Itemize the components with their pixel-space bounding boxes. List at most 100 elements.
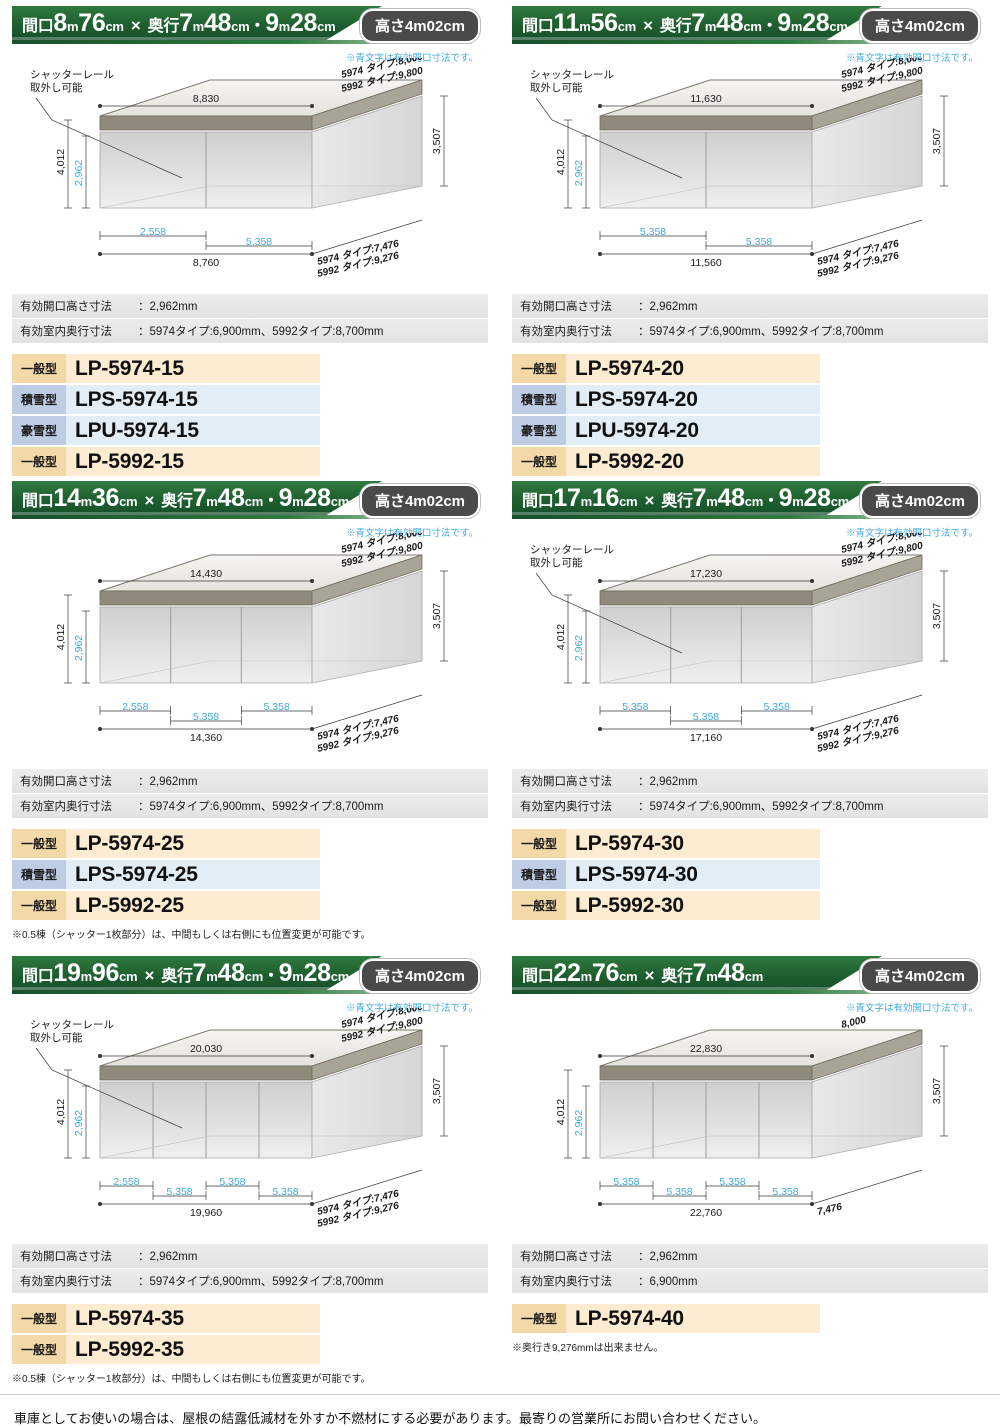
spec-table: 有効開口高さ寸法 ：2,962mm 有効室内奥行寸法 ：5974タイプ:6,900m… (12, 294, 488, 344)
model-row[interactable]: 一般型 LP-5974-35 (12, 1304, 320, 1333)
spec-label-opening-height: 有効開口高さ寸法 (20, 776, 112, 788)
garage-isometric-drawing: シャッターレール 取外し可能 20,030 5974 タイプ:8,000 599… (30, 1008, 448, 1230)
svg-text:7,476: 7,476 (816, 1201, 843, 1217)
panel-banner: 間口8m76cm × 奥行7m48cm・9m28cm (12, 6, 382, 40)
svg-text:2,962: 2,962 (573, 635, 585, 661)
model-row[interactable]: 豪雪型 LPU-5974-20 (512, 416, 820, 445)
model-type-tag: 一般型 (512, 1304, 566, 1333)
drawing-area: シャッターレール 取外し可能 17,230 5974 タイプ:8,000 599… (512, 533, 988, 765)
product-panel-lp-5974-30: 間口17m16cm × 奥行7m48cm・9m28cm 高さ4m02cm ※青文… (500, 475, 1000, 950)
garage-isometric-drawing: シャッターレール 取外し可能 17,230 5974 タイプ:8,000 599… (530, 533, 948, 755)
drawing-area: シャッターレール 取外し可能 11,630 5974 タイプ:8,000 599… (512, 58, 988, 290)
model-type-tag: 一般型 (12, 891, 66, 920)
model-list: 一般型 LP-5974-20 積雪型 LPS-5974-20 豪雪型 LPU-5… (512, 354, 988, 476)
svg-text:17,160: 17,160 (690, 732, 722, 744)
svg-text:取外し可能: 取外し可能 (30, 81, 83, 94)
model-code: LP-5974-25 (66, 829, 320, 858)
model-row[interactable]: 一般型 LP-5974-15 (12, 354, 320, 383)
blue-dimension-note: ※青文字は有効開口寸法です。 (345, 1003, 478, 1014)
panel-footnote: ※0.5棟（シャッター1枚部分）は、中間もしくは右側にも位置変更が可能です。 (12, 1374, 371, 1385)
model-type-tag: 一般型 (12, 829, 66, 858)
model-row[interactable]: 一般型 LP-5992-30 (512, 891, 820, 920)
model-code: LPS-5974-20 (566, 385, 820, 414)
svg-text:22,760: 22,760 (690, 1207, 722, 1219)
svg-text:5,358: 5,358 (613, 1176, 639, 1188)
svg-text:2,558: 2,558 (122, 701, 148, 713)
model-row[interactable]: 積雪型 LPS-5974-30 (512, 860, 820, 889)
panel-banner: 間口19m96cm × 奥行7m48cm・9m28cm (12, 956, 382, 990)
svg-text:取外し可能: 取外し可能 (530, 81, 583, 94)
svg-text:5,358: 5,358 (693, 711, 719, 723)
svg-text:シャッターレール: シャッターレール (530, 544, 614, 556)
blue-dimension-note: ※青文字は有効開口寸法です。 (845, 1003, 978, 1014)
svg-text:5,358: 5,358 (272, 1186, 298, 1198)
svg-text:8,830: 8,830 (193, 93, 219, 105)
blue-dimension-note: ※青文字は有効開口寸法です。 (345, 528, 478, 539)
model-row[interactable]: 積雪型 LPS-5974-15 (12, 385, 320, 414)
model-code: LP-5974-20 (566, 354, 820, 383)
svg-text:4,012: 4,012 (555, 624, 567, 650)
product-panel-lp-5974-40: 間口22m76cm × 奥行7m48cm 高さ4m02cm ※青文字は有効開口寸… (500, 950, 1000, 1370)
banner-underline (12, 515, 472, 519)
svg-text:5,358: 5,358 (772, 1186, 798, 1198)
drawing-area: 14,430 5974 タイプ:8,000 5992 タイプ:9,800 4,0… (12, 533, 488, 765)
model-list: 一般型 LP-5974-35 一般型 LP-5992-35 (12, 1304, 488, 1364)
model-row[interactable]: 一般型 LP-5974-25 (12, 829, 320, 858)
svg-text:2,962: 2,962 (73, 635, 85, 661)
model-row[interactable]: 積雪型 LPS-5974-25 (12, 860, 320, 889)
banner-underline (512, 990, 972, 994)
model-list: 一般型 LP-5974-30 積雪型 LPS-5974-30 一般型 LP-59… (512, 829, 988, 920)
model-type-tag: 積雪型 (12, 860, 66, 889)
spec-row-interior-depth: 有効室内奥行寸法 ：5974タイプ:6,900mm、5992タイプ:8,700mm (12, 1269, 488, 1294)
drawing-area: シャッターレール 取外し可能 20,030 5974 タイプ:8,000 599… (12, 1008, 488, 1240)
model-type-tag: 一般型 (12, 1304, 66, 1333)
model-type-tag: 一般型 (12, 354, 66, 383)
svg-text:5,358: 5,358 (219, 1176, 245, 1188)
product-panel-lp-5974-25: 間口14m36cm × 奥行7m48cm・9m28cm 高さ4m02cm ※青文… (0, 475, 500, 950)
banner-underline (512, 40, 972, 44)
model-row[interactable]: 一般型 LP-5992-15 (12, 447, 320, 476)
svg-text:3,507: 3,507 (431, 603, 443, 629)
svg-text:3,507: 3,507 (931, 603, 943, 629)
svg-text:3,507: 3,507 (431, 128, 443, 154)
model-type-tag: 積雪型 (12, 385, 66, 414)
spec-label-interior-depth: 有効室内奥行寸法 (520, 801, 612, 813)
model-row[interactable]: 一般型 LP-5992-20 (512, 447, 820, 476)
svg-text:8,000: 8,000 (840, 1014, 867, 1030)
spec-row-opening-height: 有効開口高さ寸法 ：2,962mm (512, 1244, 988, 1269)
model-row[interactable]: 積雪型 LPS-5974-20 (512, 385, 820, 414)
spec-label-interior-depth: 有効室内奥行寸法 (20, 326, 112, 338)
product-panel-lp-5974-35: 間口19m96cm × 奥行7m48cm・9m28cm 高さ4m02cm ※青文… (0, 950, 500, 1385)
svg-text:2,962: 2,962 (73, 160, 85, 186)
svg-text:4,012: 4,012 (55, 1099, 67, 1125)
height-chip: 高さ4m02cm (859, 959, 980, 993)
spec-table: 有効開口高さ寸法 ：2,962mm 有効室内奥行寸法 ：6,900mm (512, 1244, 988, 1294)
product-panel-lp-5974-20: 間口11m56cm × 奥行7m48cm・9m28cm 高さ4m02cm ※青文… (500, 0, 1000, 476)
spec-row-opening-height: 有効開口高さ寸法 ：2,962mm (512, 294, 988, 319)
svg-text:4,012: 4,012 (55, 624, 67, 650)
svg-text:5,358: 5,358 (264, 701, 290, 713)
model-list: 一般型 LP-5974-25 積雪型 LPS-5974-25 一般型 LP-59… (12, 829, 488, 920)
svg-text:2,962: 2,962 (73, 1110, 85, 1136)
model-row[interactable]: 一般型 LP-5992-35 (12, 1335, 320, 1364)
svg-text:11,560: 11,560 (690, 257, 721, 269)
model-row[interactable]: 一般型 LP-5974-40 (512, 1304, 820, 1333)
model-type-tag: 豪雪型 (12, 416, 66, 445)
height-chip: 高さ4m02cm (359, 484, 480, 518)
svg-text:5,358: 5,358 (764, 701, 790, 713)
spec-table: 有効開口高さ寸法 ：2,962mm 有効室内奥行寸法 ：5974タイプ:6,900m… (512, 769, 988, 819)
model-row[interactable]: 一般型 LP-5992-25 (12, 891, 320, 920)
model-row[interactable]: 一般型 LP-5974-30 (512, 829, 820, 858)
model-code: LP-5974-15 (66, 354, 320, 383)
svg-text:4,012: 4,012 (555, 149, 567, 175)
model-type-tag: 豪雪型 (512, 416, 566, 445)
model-row[interactable]: 豪雪型 LPU-5974-15 (12, 416, 320, 445)
spec-label-opening-height: 有効開口高さ寸法 (20, 1251, 112, 1263)
model-code: LP-5992-35 (66, 1335, 320, 1364)
spec-label-interior-depth: 有効室内奥行寸法 (20, 1276, 112, 1288)
model-code: LP-5974-35 (66, 1304, 320, 1333)
banner-dimensions-text: 間口17m16cm × 奥行7m48cm・9m28cm (522, 483, 849, 512)
model-type-tag: 積雪型 (512, 385, 566, 414)
model-row[interactable]: 一般型 LP-5974-20 (512, 354, 820, 383)
